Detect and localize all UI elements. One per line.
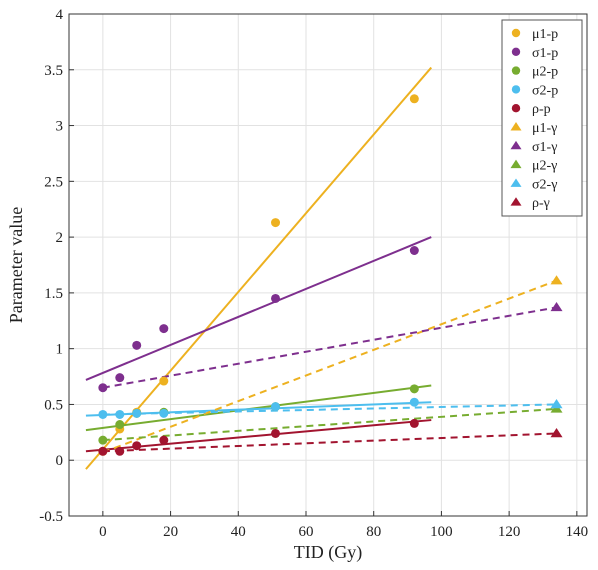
x-tick-label: 100 bbox=[430, 524, 453, 540]
point-series-0 bbox=[271, 218, 281, 228]
x-tick-label: 0 bbox=[99, 524, 107, 540]
point-series-4 bbox=[132, 441, 142, 451]
x-axis-label: TID (Gy) bbox=[294, 542, 362, 563]
point-series-3 bbox=[159, 408, 169, 418]
point-series-3 bbox=[409, 397, 419, 407]
fit-line-series-9 bbox=[102, 432, 557, 453]
legend-entry: σ2-p bbox=[532, 83, 558, 98]
y-axis-label: Parameter value bbox=[6, 207, 26, 323]
legend-entry: μ1-γ bbox=[532, 121, 557, 136]
plot-frame bbox=[68, 13, 588, 517]
point-series-1 bbox=[132, 340, 142, 350]
legend-entry: σ1-p bbox=[532, 46, 558, 61]
point-series-0 bbox=[409, 94, 419, 104]
point-series-1 bbox=[98, 383, 108, 393]
point-series-1 bbox=[409, 245, 419, 255]
point-series-8 bbox=[550, 399, 563, 409]
x-tick-label: 140 bbox=[566, 524, 589, 540]
point-series-5 bbox=[550, 275, 563, 285]
y-tick-label: 0.5 bbox=[44, 397, 63, 413]
point-series-4 bbox=[271, 428, 281, 438]
point-series-2 bbox=[409, 384, 419, 394]
x-tick-label: 40 bbox=[231, 524, 246, 540]
fit-line-series-1 bbox=[85, 236, 432, 381]
data-points bbox=[98, 94, 563, 456]
point-series-3 bbox=[132, 408, 142, 418]
tick-labels: 0 20 40 60 80 100 120 140 -0.5 0 0.5 1 1.5 2 2.5 3 3.5 4 bbox=[39, 7, 588, 540]
legend-marker bbox=[511, 104, 521, 113]
legend: μ1-p σ1-p μ2-p σ2-p ρ-p μ1-γ σ1-γ μ2-γ σ2-γ ρ-γ bbox=[501, 19, 583, 217]
y-tick-label: 2 bbox=[56, 230, 64, 246]
y-tick-label: 3 bbox=[56, 119, 64, 135]
fit-line-series-8 bbox=[102, 403, 557, 416]
point-series-2 bbox=[115, 420, 125, 430]
fit-line-series-5 bbox=[102, 279, 557, 454]
point-series-1 bbox=[115, 373, 125, 383]
point-series-4 bbox=[98, 446, 108, 456]
fit-line-series-7 bbox=[102, 407, 557, 442]
point-series-3 bbox=[98, 409, 108, 419]
fit-line-series-4 bbox=[85, 419, 432, 453]
point-series-4 bbox=[409, 418, 419, 428]
fit-lines bbox=[85, 66, 557, 470]
fit-line-series-0 bbox=[85, 66, 433, 470]
legend-entry: σ1-γ bbox=[532, 140, 557, 155]
x-tick-label: 60 bbox=[298, 524, 313, 540]
legend-marker bbox=[511, 47, 521, 56]
point-series-3 bbox=[271, 402, 281, 412]
point-series-4 bbox=[115, 446, 125, 456]
legend-marker bbox=[510, 140, 522, 150]
point-series-6 bbox=[550, 301, 563, 312]
point-series-1 bbox=[159, 324, 169, 334]
legend-entry: σ2-γ bbox=[532, 177, 557, 192]
y-tick-label: -0.5 bbox=[39, 509, 63, 525]
legend-marker bbox=[510, 159, 522, 169]
x-tick-label: 20 bbox=[163, 524, 178, 540]
legend-entry: μ1-p bbox=[532, 27, 558, 42]
x-tick-label: 120 bbox=[498, 524, 521, 540]
point-series-9 bbox=[550, 428, 563, 438]
point-series-0 bbox=[159, 376, 169, 386]
y-tick-label: 3.5 bbox=[44, 63, 63, 79]
fit-line-series-6 bbox=[102, 306, 557, 389]
fit-line-series-2 bbox=[85, 384, 432, 432]
legend-entry: μ2-p bbox=[532, 65, 558, 80]
axes bbox=[68, 13, 588, 517]
y-tick-label: 4 bbox=[56, 7, 64, 23]
legend-marker bbox=[510, 178, 522, 187]
y-tick-label: 1 bbox=[56, 342, 64, 358]
point-series-1 bbox=[271, 293, 281, 303]
legend-entry: ρ-p bbox=[532, 102, 551, 117]
legend-marker bbox=[511, 28, 521, 38]
point-series-4 bbox=[159, 435, 169, 445]
y-tick-label: 1.5 bbox=[44, 286, 63, 302]
y-tick-label: 0 bbox=[56, 453, 64, 469]
legend-marker bbox=[510, 122, 522, 131]
legend-marker bbox=[511, 85, 521, 94]
legend-entry: μ2-γ bbox=[532, 159, 557, 174]
legend-marker bbox=[510, 197, 522, 206]
y-tick-label: 2.5 bbox=[44, 174, 63, 190]
point-series-3 bbox=[115, 409, 125, 419]
point-series-2 bbox=[98, 435, 108, 445]
x-tick-label: 80 bbox=[366, 524, 381, 540]
legend-entry: ρ-γ bbox=[532, 196, 550, 211]
legend-marker bbox=[511, 66, 521, 75]
